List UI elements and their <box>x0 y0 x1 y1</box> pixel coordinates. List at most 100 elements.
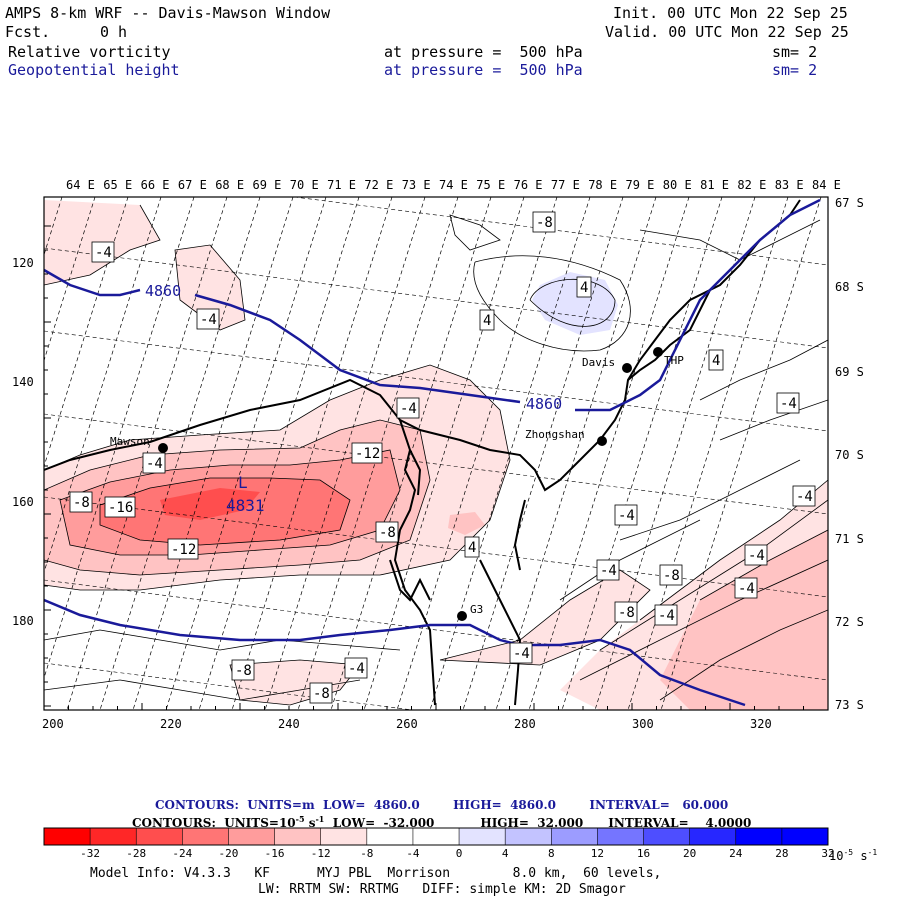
longitude-label: 74 E <box>439 178 468 192</box>
vorticity-label: -4 <box>509 642 533 664</box>
longitude-label: 73 E <box>402 178 431 192</box>
colorbar-tick-label: 32 <box>821 847 834 860</box>
svg-text:-8: -8 <box>379 525 396 541</box>
x-axis-label: 300 <box>632 717 654 731</box>
meridian-line <box>561 197 723 710</box>
parallel-line <box>44 496 828 598</box>
longitude-label: 72 E <box>364 178 393 192</box>
vorticity-contours <box>44 204 828 706</box>
longitude-label: 78 E <box>588 178 617 192</box>
svg-text:-12: -12 <box>171 542 196 558</box>
colorbar-tick-label: 12 <box>591 847 604 860</box>
x-axis-label: 280 <box>514 717 536 731</box>
colorbar-swatch <box>781 828 828 845</box>
vorticity-label: -4 <box>744 544 768 566</box>
vort-negative-region <box>448 512 485 535</box>
vorticity-label: -8 <box>69 491 93 513</box>
longitude-label: 70 E <box>290 178 319 192</box>
vorticity-label: -4 <box>396 397 420 419</box>
vorticity-label: -12 <box>351 442 383 464</box>
svg-text:-16: -16 <box>108 500 133 516</box>
meridian-line <box>231 197 393 710</box>
vorticity-label: -4 <box>196 308 220 330</box>
latitude-label: 68 S <box>835 280 864 294</box>
station-marker-zhongshan <box>597 436 607 446</box>
longitude-label: 83 E <box>775 178 804 192</box>
vorticity-label: 4 <box>576 276 592 298</box>
colorbar-tick-label: 16 <box>637 847 650 860</box>
vorticity-label: -8 <box>659 564 683 586</box>
x-axis-label: 320 <box>750 717 772 731</box>
vorticity-label: -4 <box>654 604 678 626</box>
parallel-line <box>44 413 828 515</box>
station-marker-thp <box>653 347 663 357</box>
colorbar-swatch <box>44 828 91 845</box>
y-axis-labels: 120 140 160 180 <box>12 256 34 628</box>
station-label-thp: THP <box>664 354 684 367</box>
vorticity-label: -8 <box>309 682 333 704</box>
meridian-line <box>396 197 558 710</box>
longitude-label: 71 E <box>327 178 356 192</box>
vorticity-label: -4 <box>91 241 115 263</box>
colorbar-swatch <box>551 828 598 845</box>
longitude-label: 79 E <box>626 178 655 192</box>
colorbar-tick-label: 8 <box>548 847 555 860</box>
vorticity-label: -4 <box>344 657 368 679</box>
longitude-labels: 64 E 65 E 66 E 67 E 68 E 69 E 70 E 71 E 72 E 73 E… <box>66 178 841 192</box>
parallel-line <box>292 197 828 266</box>
longitude-label: 77 E <box>551 178 580 192</box>
vort-negative-region <box>660 530 828 710</box>
station-label-zhongshan: Zhongshan <box>525 428 585 441</box>
vorticity-label: -8 <box>375 521 399 543</box>
vort-negative-region <box>160 488 260 520</box>
vorticity-label: -4 <box>142 452 166 474</box>
longitude-label: 80 E <box>663 178 692 192</box>
vorticity-label: 4 <box>464 536 480 558</box>
svg-text:-4: -4 <box>400 401 417 417</box>
svg-text:-8: -8 <box>73 495 90 511</box>
longitude-label: 75 E <box>476 178 505 192</box>
colorbar-swatch <box>459 828 506 845</box>
colorbar-tick-label: -20 <box>219 847 239 860</box>
meridian-line <box>594 197 756 710</box>
longitude-label: 64 E <box>66 178 95 192</box>
field1-level: at pressure = 500 hPa <box>384 43 583 61</box>
latitude-label: 72 S <box>835 615 864 629</box>
svg-text:-8: -8 <box>313 686 330 702</box>
height-contour-4860 <box>44 198 821 707</box>
meridian-line <box>44 197 195 680</box>
x-axis-labels: 200 220 240 260 280 300 320 <box>42 717 772 731</box>
parallel-line <box>44 330 828 432</box>
meridian-line <box>660 197 822 710</box>
svg-text:4: 4 <box>580 280 588 296</box>
longitude-label: 69 E <box>253 178 282 192</box>
longitude-label: 67 E <box>178 178 207 192</box>
vorticity-label: -8 <box>614 601 638 623</box>
colorbar-tick-label: 4 <box>502 847 509 860</box>
vort-positive-region <box>532 272 618 335</box>
valid-time: Valid. 00 UTC Mon 22 Sep 25 <box>605 23 849 41</box>
colorbar-swatch <box>689 828 736 845</box>
longitude-label: 82 E <box>737 178 766 192</box>
field1-name: Relative vorticity <box>8 43 171 61</box>
longitude-label: 81 E <box>700 178 729 192</box>
low-center-value: 4831 <box>226 496 265 515</box>
field2-smoothing: sm= 2 <box>772 61 818 79</box>
vorticity-label: 4 <box>479 309 495 331</box>
vorticity-label: -12 <box>167 538 199 560</box>
colorbar-swatch <box>136 828 183 845</box>
height-label: 4860 <box>526 395 562 413</box>
latitude-label: 73 S <box>835 698 864 712</box>
colorbar-swatch <box>505 828 552 845</box>
meridian-line <box>264 197 426 710</box>
colorbar-swatch <box>735 828 782 845</box>
colorbar-units: 10-5 s-1 <box>829 848 878 863</box>
meridian-line <box>495 197 657 710</box>
vorticity-contour-info: CONTOURS: UNITS=10-5 s-1 LOW= -32.000 HI… <box>132 814 752 830</box>
colorbar-tick-label: 0 <box>456 847 463 860</box>
map-title: AMPS 8-km WRF -- Davis-Mawson Window <box>5 4 331 22</box>
colorbar-swatch <box>597 828 644 845</box>
svg-text:-4: -4 <box>748 548 765 564</box>
colorbar-swatch <box>182 828 229 845</box>
